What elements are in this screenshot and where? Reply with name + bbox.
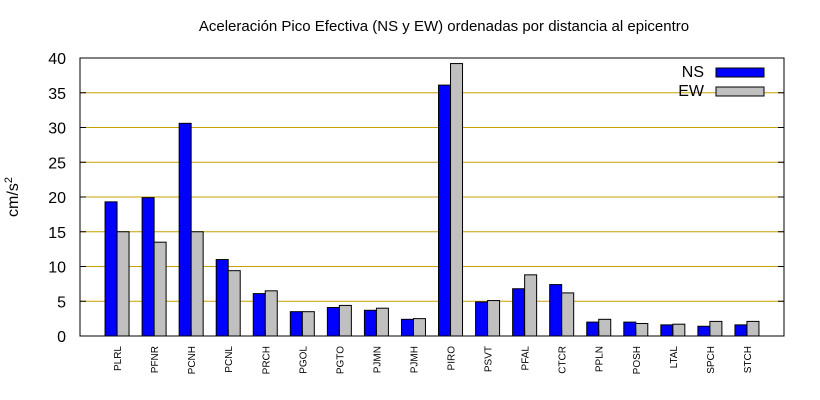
bar-ns bbox=[586, 321, 600, 337]
legend-swatch bbox=[715, 86, 765, 97]
bar-ns bbox=[326, 307, 340, 337]
bar-ns bbox=[549, 284, 563, 337]
bar-ns bbox=[438, 84, 452, 337]
x-tick-label: PJMH bbox=[409, 346, 420, 373]
x-tick-label: PGTO bbox=[335, 346, 346, 374]
x-tick-label: PFNR bbox=[150, 346, 161, 373]
x-tick-label: LTAL bbox=[669, 346, 680, 369]
bar-ew bbox=[524, 274, 538, 337]
y-tick-label: 25 bbox=[48, 155, 66, 172]
x-axis: PLRL PFNR PCNH PCNL PRCH PGOL PGTO PJMN PJMH PIRO… bbox=[113, 330, 754, 374]
y-tick-label: 10 bbox=[48, 260, 66, 277]
bar-ew bbox=[709, 320, 723, 337]
x-tick-label: PIRO bbox=[447, 346, 458, 371]
y-tick-label: 15 bbox=[48, 225, 66, 242]
y-tick-label: 30 bbox=[48, 121, 66, 138]
bar-ew bbox=[635, 322, 649, 337]
bar-ew bbox=[487, 300, 501, 337]
x-tick-label: STCH bbox=[743, 346, 754, 373]
bar-ns bbox=[512, 288, 526, 337]
bar-ew bbox=[301, 311, 315, 337]
bars bbox=[104, 63, 760, 337]
y-axis-label: cm/s bbox=[5, 183, 22, 217]
x-tick-label: PFAL bbox=[521, 346, 532, 371]
chart-title: Aceleración Pico Efectiva (NS y EW) orde… bbox=[199, 18, 689, 35]
y-axis-title: cm/s2 bbox=[3, 177, 22, 217]
x-tick-label: PRCH bbox=[261, 346, 272, 374]
bar-ew bbox=[412, 318, 426, 337]
bar-ns bbox=[178, 122, 192, 337]
y-tick-label: 35 bbox=[48, 86, 66, 103]
bar-ns bbox=[363, 309, 377, 337]
bar-ew bbox=[672, 323, 686, 337]
bar-ns bbox=[734, 324, 748, 337]
x-tick-label: PJMN bbox=[372, 346, 383, 373]
bar-ns bbox=[289, 311, 303, 337]
x-tick-label: POSH bbox=[632, 346, 643, 374]
y-tick-label: 0 bbox=[57, 329, 66, 346]
x-tick-label: PPLN bbox=[595, 346, 606, 372]
svg-text:cm/s2: cm/s2 bbox=[3, 177, 22, 217]
y-tick-label: 5 bbox=[57, 294, 66, 311]
legend: NS EW bbox=[678, 64, 765, 100]
y-tick-label: 20 bbox=[48, 190, 66, 207]
bar-ew bbox=[227, 270, 241, 337]
bar-ew bbox=[116, 231, 130, 337]
x-tick-label: PSVT bbox=[484, 346, 495, 372]
bar-ns bbox=[660, 324, 674, 337]
bar-ns bbox=[623, 321, 637, 337]
bar-ns bbox=[400, 318, 414, 337]
x-tick-label: PCNH bbox=[187, 346, 198, 374]
bar-ns bbox=[475, 301, 489, 337]
x-tick-label: CTCR bbox=[558, 346, 569, 374]
x-tick-label: PCNL bbox=[224, 346, 235, 373]
bar-ew bbox=[598, 318, 612, 337]
bar-ns bbox=[141, 197, 155, 337]
bar-ns bbox=[215, 259, 229, 337]
legend-label: EW bbox=[678, 83, 705, 100]
legend-swatch bbox=[715, 67, 765, 78]
x-tick-label: SPCH bbox=[706, 346, 717, 374]
bar-ns bbox=[697, 325, 711, 337]
bar-ew bbox=[264, 290, 278, 337]
bar-ns bbox=[252, 293, 266, 337]
bar-ew bbox=[746, 320, 760, 337]
bar-ew bbox=[561, 292, 575, 337]
bar-ew bbox=[153, 241, 167, 337]
y-axis: 0 5 10 15 20 25 30 35 40 bbox=[48, 51, 784, 346]
bar-ew bbox=[190, 231, 204, 337]
y-axis-label-exponent: 2 bbox=[3, 177, 15, 183]
bar-ew bbox=[338, 304, 352, 337]
bar-ew bbox=[450, 63, 464, 337]
x-tick-label: PGOL bbox=[298, 346, 309, 374]
bar-ns bbox=[104, 201, 118, 337]
legend-label: NS bbox=[682, 64, 704, 81]
y-tick-label: 40 bbox=[48, 51, 66, 68]
bar-ew bbox=[375, 307, 389, 337]
x-tick-label: PLRL bbox=[113, 346, 124, 371]
